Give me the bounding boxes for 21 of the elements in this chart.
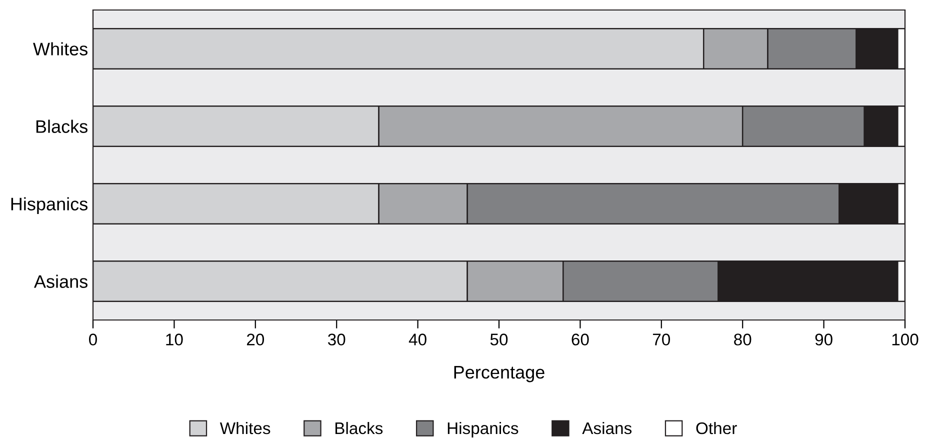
legend-label: Other (696, 422, 737, 434)
x-axis-title: Percentage (454, 366, 544, 382)
legend-label: Blacks (335, 422, 383, 434)
x-tick-label: 20 (246, 334, 264, 346)
y-tick-label: Asians (34, 274, 88, 288)
legend-label: Hispanics (448, 422, 518, 438)
x-tick-label: 30 (328, 334, 346, 346)
y-tick-label: Whites (33, 42, 88, 56)
x-tick-label: 70 (652, 334, 670, 346)
legend-label: Whites (220, 422, 270, 434)
x-tick-label: 80 (734, 334, 752, 346)
x-tick-label: 50 (490, 334, 508, 346)
x-tick-label: 90 (815, 334, 832, 346)
y-tick-label: Hispanics (11, 197, 88, 214)
x-tick-label: 100 (892, 334, 918, 346)
x-tick-label: 40 (408, 334, 426, 346)
x-tick-label: 10 (166, 334, 183, 346)
x-tick-label: 0 (89, 334, 97, 346)
legend-label: Asians (582, 422, 632, 434)
y-tick-label: Blacks (36, 120, 88, 133)
x-tick-label: 60 (572, 334, 589, 346)
